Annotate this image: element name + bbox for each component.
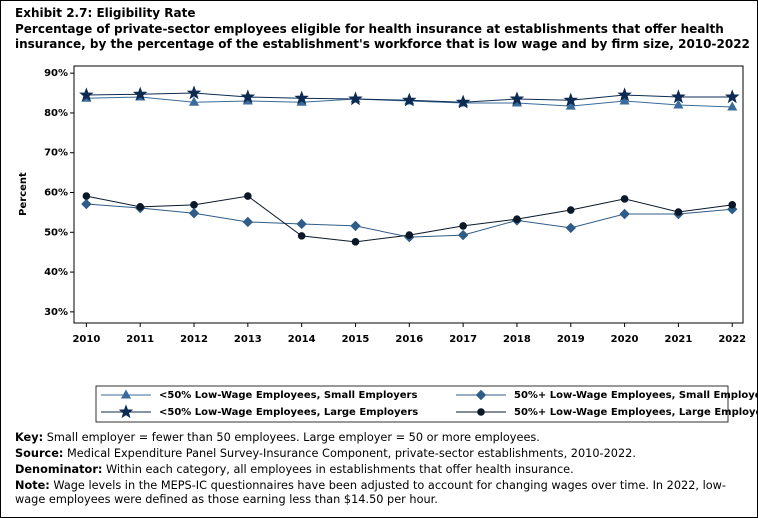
- marker: [565, 100, 576, 110]
- marker: [297, 232, 306, 240]
- marker: [619, 208, 630, 220]
- marker: [724, 89, 740, 104]
- y-tick-label: 90%: [44, 68, 68, 79]
- marker: [81, 198, 92, 210]
- marker: [351, 238, 360, 246]
- marker: [350, 220, 361, 232]
- marker: [620, 195, 629, 203]
- x-tick-label: 2018: [503, 334, 531, 345]
- x-tick-label: 2022: [718, 334, 746, 345]
- marker: [513, 215, 521, 223]
- note-text: Medical Expenditure Panel Survey-Insuran…: [66, 447, 636, 460]
- legend-marker: [477, 408, 485, 416]
- legend-marker: [120, 389, 132, 399]
- legend-marker: [118, 404, 134, 419]
- chart: Percent 30% 40% 50% 60% 70% 80% 90% 2010 2011 201…: [18, 65, 757, 423]
- marker: [244, 192, 252, 200]
- y-axis-label: Percent: [18, 172, 29, 216]
- marker: [566, 206, 575, 214]
- x-tick-label: 2012: [180, 334, 208, 345]
- marker: [242, 216, 254, 228]
- marker: [186, 85, 202, 100]
- marker: [82, 192, 91, 200]
- marker: [136, 203, 145, 211]
- marker: [459, 222, 467, 230]
- x-tick-label: 2016: [395, 334, 423, 345]
- y-tick-label: 80%: [44, 108, 68, 119]
- marker: [671, 89, 686, 104]
- x-tick-label: 2014: [288, 334, 316, 345]
- marker: [190, 201, 198, 209]
- y-tick-label: 60%: [44, 188, 68, 199]
- marker: [455, 94, 471, 109]
- marker: [240, 89, 256, 104]
- plot-area: [73, 65, 744, 324]
- marker: [565, 222, 576, 234]
- marker: [188, 96, 200, 106]
- marker: [405, 231, 414, 239]
- note: Key: Small employer = fewer than 50 empl…: [15, 431, 745, 445]
- marker: [728, 201, 737, 209]
- legend-label: 50%+ Low-Wage Employees, Small Employers: [514, 390, 757, 401]
- marker: [79, 87, 94, 102]
- x-tick-label: 2020: [611, 334, 639, 345]
- marker: [188, 207, 200, 219]
- y-tick-label: 70%: [44, 148, 68, 159]
- marker: [727, 101, 738, 111]
- x-tick-label: 2017: [449, 334, 477, 345]
- marker: [674, 208, 683, 216]
- x-tick-label: 2011: [126, 334, 154, 345]
- y-tick-label: 50%: [44, 227, 68, 238]
- chart-subtitle: Percentage of private-sector employees e…: [15, 22, 750, 51]
- legend-box: [95, 385, 729, 423]
- x-tick-label: 2015: [342, 334, 370, 345]
- legend-label: <50% Low-Wage Employees, Small Employers: [159, 390, 417, 401]
- legend-label: <50% Low-Wage Employees, Large Employers: [159, 407, 418, 418]
- note-text: Within each category, all employees in e…: [106, 463, 574, 476]
- marker: [673, 99, 684, 109]
- chart-title: Exhibit 2.7: Eligibility Rate: [15, 6, 196, 20]
- note-text: Wage levels in the MEPS-IC questionnaire…: [15, 479, 726, 506]
- notes: Key: Small employer = fewer than 50 empl…: [15, 431, 745, 509]
- y-tick-label: 30%: [44, 307, 68, 318]
- marker: [619, 95, 630, 105]
- note-text: Small employer = fewer than 50 employees…: [46, 431, 540, 444]
- marker: [294, 90, 309, 105]
- note-label: Source:: [15, 447, 64, 460]
- legend-label: 50%+ Low-Wage Employees, Large Employers: [514, 407, 757, 418]
- marker: [617, 87, 632, 102]
- x-tick-label: 2010: [72, 334, 100, 345]
- marker: [402, 92, 417, 107]
- x-tick-label: 2013: [234, 334, 262, 345]
- marker: [296, 218, 307, 230]
- legend-marker: [475, 389, 487, 401]
- marker: [509, 91, 525, 106]
- y-tick-label: 40%: [44, 267, 68, 278]
- note-label: Denominator:: [15, 463, 103, 476]
- note-label: Note:: [15, 479, 50, 492]
- note: Denominator: Within each category, all e…: [15, 463, 745, 477]
- marker: [457, 229, 469, 241]
- note-label: Key:: [15, 431, 44, 444]
- marker: [348, 91, 363, 106]
- x-tick-label: 2021: [664, 334, 692, 345]
- marker: [563, 92, 579, 107]
- x-tick-label: 2019: [557, 334, 585, 345]
- marker: [132, 86, 148, 101]
- note: Source: Medical Expenditure Panel Survey…: [15, 447, 745, 461]
- note: Note: Wage levels in the MEPS-IC questio…: [15, 479, 745, 507]
